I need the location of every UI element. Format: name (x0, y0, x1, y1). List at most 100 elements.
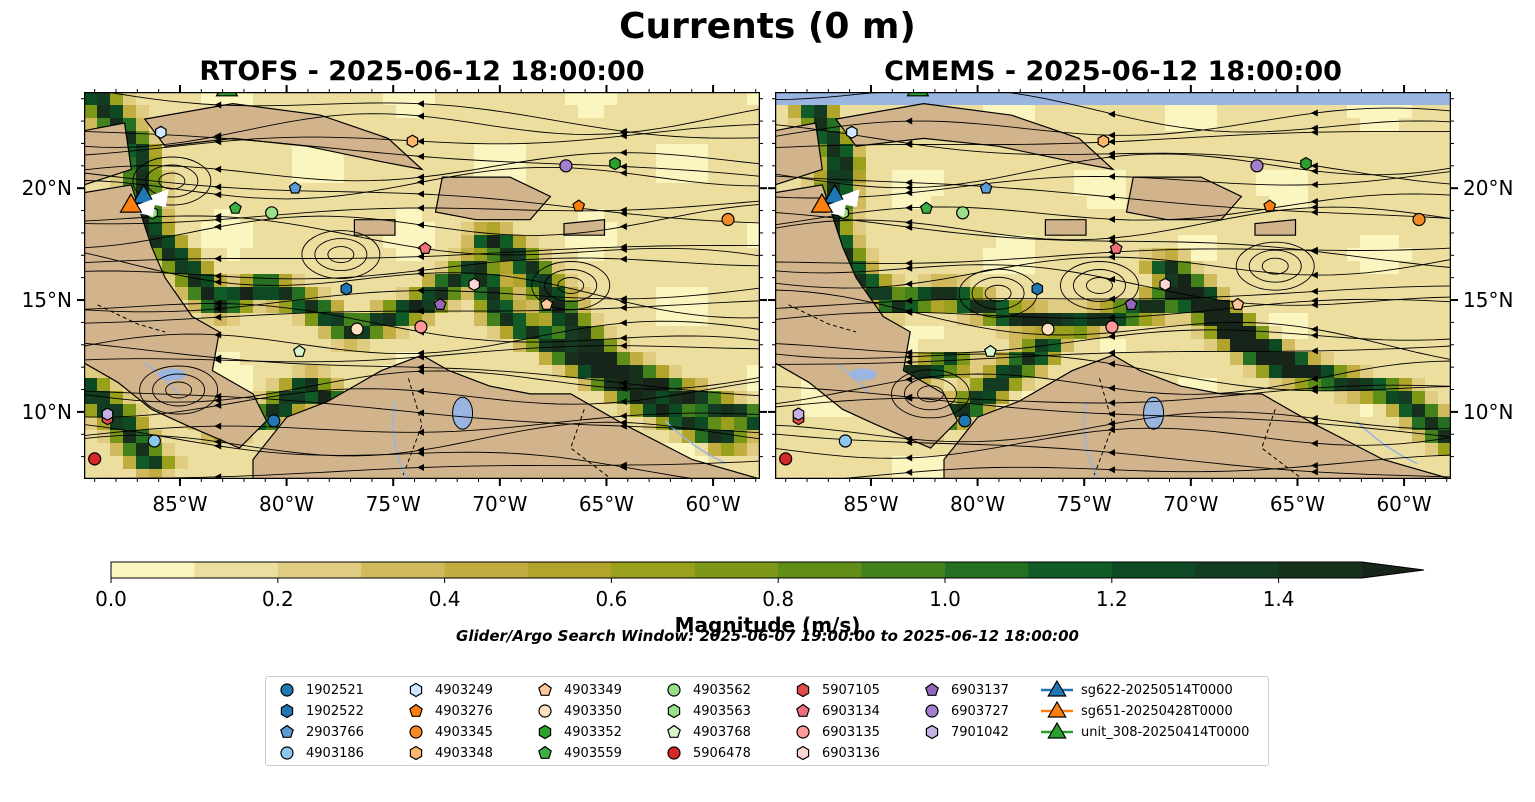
legend-symbol (538, 724, 552, 740)
float-4903249-marker (845, 125, 858, 139)
float-4903350-marker (350, 322, 364, 336)
legend-item-6903727: 6903727 (921, 701, 1009, 721)
colorbar-level (111, 562, 195, 578)
legend-item-5906478: 5906478 (663, 743, 751, 763)
float-4903349-marker (1231, 297, 1245, 310)
legend-item-4903563: 4903563 (663, 701, 751, 721)
rtofs-map (84, 92, 760, 479)
colorbar-level (1278, 562, 1363, 578)
y-tick-label: 20°N (22, 176, 72, 200)
legend-symbol (925, 704, 939, 718)
colorbar-tick-label: 0.6 (595, 587, 627, 611)
legend-symbol (409, 703, 423, 717)
colorbar-level (1195, 562, 1280, 578)
float-4903350-marker (1041, 322, 1055, 336)
float-2903766-marker (979, 181, 993, 194)
landmass (775, 122, 823, 186)
legend-symbol (667, 724, 681, 738)
float-1902522-marker (340, 282, 353, 296)
x-tick-label: 70°W (472, 492, 527, 516)
legend-symbol (925, 724, 939, 740)
legend-label: 1902521 (306, 682, 364, 698)
colorbar-tick-label: 1.0 (929, 587, 961, 611)
float-4903349-marker (540, 297, 554, 310)
legend-label: 5906478 (693, 745, 751, 761)
colorbar-level (194, 562, 279, 578)
legend-symbol (667, 683, 681, 697)
legend-item-4903562: 4903562 (663, 680, 751, 700)
legend-item-4903186: 4903186 (276, 743, 364, 763)
colorbar-tick-label: 0.0 (95, 587, 127, 611)
float-6903727-marker (559, 159, 573, 173)
legend-item-4903348: 4903348 (405, 743, 493, 763)
float-4903768-marker (983, 344, 997, 357)
map-frame (84, 92, 760, 479)
colorbar-level (277, 562, 362, 578)
legend-label: 6903727 (951, 703, 1009, 719)
legend-symbol (280, 683, 294, 697)
legend-label: 4903276 (435, 703, 493, 719)
float-6903727-marker (1250, 159, 1264, 173)
float-4903352-marker (609, 156, 621, 171)
float-2903766-marker (288, 181, 302, 194)
legend-item-4903349: 4903349 (534, 680, 622, 700)
legend-symbol (409, 682, 423, 698)
x-tick-label: 80°W (950, 492, 1005, 516)
float-1902521-marker (267, 414, 281, 428)
float-7901042-marker (792, 407, 805, 421)
lake-nicaragua (848, 368, 877, 381)
float-6903134-marker (418, 241, 432, 254)
legend-item-1902522: 1902522 (276, 701, 364, 721)
y-tick-label: 15°N (1463, 288, 1513, 312)
legend-symbol (796, 703, 810, 717)
legend-symbol (667, 746, 681, 760)
streamline-arrows (214, 100, 627, 479)
streamline-arrows (905, 92, 1318, 476)
landmass (834, 102, 1115, 171)
float-4903345-marker (721, 212, 735, 227)
legend-label: 4903768 (693, 724, 751, 740)
float-6903136-marker (1159, 277, 1171, 292)
x-tick-label: 60°W (1376, 492, 1431, 516)
legend-label: 1902522 (306, 703, 364, 719)
legend-label: 6903135 (822, 724, 880, 740)
legend-label: 4903559 (564, 745, 622, 761)
legend-item-4903559: 4903559 (534, 743, 622, 763)
legend-label: unit_308-20250414T0000 (1081, 724, 1250, 740)
figure-title: Currents (0 m) (619, 6, 916, 47)
float-markers (88, 125, 735, 466)
float-6903135-marker (414, 320, 428, 334)
colorbar-tick-label: 0.4 (429, 587, 461, 611)
landmass (1254, 219, 1297, 236)
lake-maracaibo (1143, 396, 1165, 430)
legend-label: 4903563 (693, 703, 751, 719)
float-4903276-marker (572, 199, 586, 212)
right-panel-title: CMEMS - 2025-06-12 18:00:00 (884, 56, 1342, 87)
y-tick-label: 15°N (22, 288, 72, 312)
legend-symbol (667, 703, 681, 719)
legend-item-4903352: 4903352 (534, 722, 622, 742)
legend-item-4903249: 4903249 (405, 680, 493, 700)
x-tick-label: 75°W (366, 492, 421, 516)
legend-symbol (1041, 680, 1073, 697)
legend-label: 4903352 (564, 724, 622, 740)
float-6903134-marker (1109, 241, 1123, 254)
legend-label: 2903766 (306, 724, 364, 740)
float-4903276-marker (1263, 199, 1277, 212)
float-4903186-marker (838, 434, 852, 448)
legend-item-4903768: 4903768 (663, 722, 751, 742)
legend-symbol (538, 682, 552, 696)
search-window-caption: Glider/Argo Search Window: 2025-06-07 19… (456, 627, 1079, 645)
legend-item-5907105: 5907105 (792, 680, 880, 700)
legend-label: 4903350 (564, 703, 622, 719)
x-tick-label: 85°W (843, 492, 898, 516)
legend-item-unit_308-20250414T0000: unit_308-20250414T0000 (1041, 722, 1249, 742)
legend-label: 4903349 (564, 682, 622, 698)
glider-markers (810, 92, 930, 217)
colorbar-tick-label: 1.4 (1263, 587, 1295, 611)
cmems-map (775, 92, 1451, 479)
legend-label: 7901042 (951, 724, 1009, 740)
legend-label: 5907105 (822, 682, 880, 698)
float-6903135-marker (1105, 320, 1119, 334)
legend-symbol (796, 682, 810, 698)
